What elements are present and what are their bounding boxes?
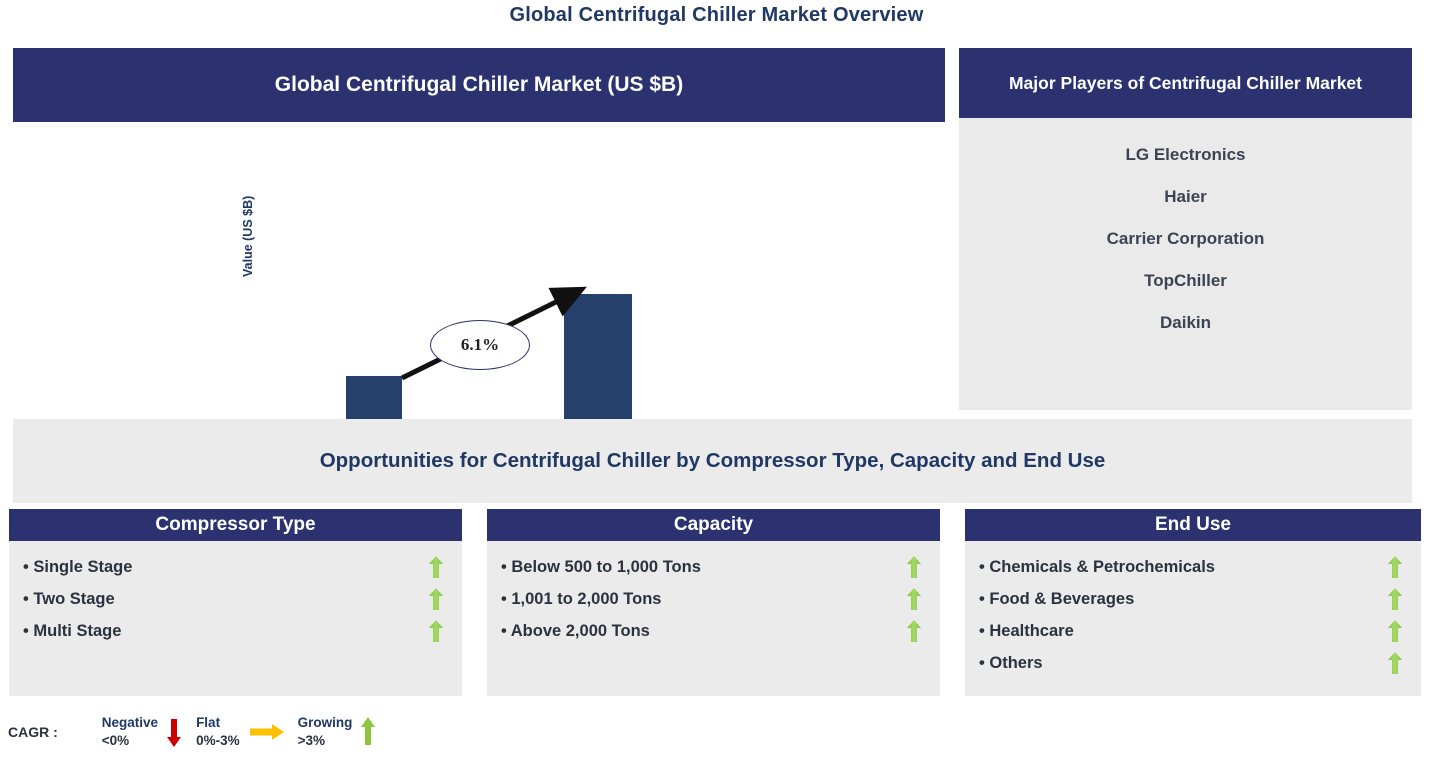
arrow-up-green-icon [1387, 588, 1403, 610]
legend-item-growing: Growing >3% [298, 714, 377, 750]
card-end-use: End Use Chemicals & Petrochemicals Food … [965, 509, 1421, 696]
list-item: Carrier Corporation [1106, 229, 1265, 248]
card-title: Compressor Type [155, 514, 316, 535]
list-item: Haier [1164, 187, 1207, 206]
legend-item-flat: Flat 0%-3% [196, 714, 284, 750]
arrow-up-green-icon [1387, 652, 1403, 674]
arrow-up-green-icon [906, 556, 922, 578]
card-header-compressor-type: Compressor Type [9, 509, 462, 541]
market-chart-panel: Global Centrifugal Chiller Market (US $B… [13, 48, 945, 481]
major-players-header: Major Players of Centrifugal Chiller Mar… [959, 48, 1412, 118]
legend-item-negative-text: Negative <0% [102, 714, 158, 750]
list-item-label: Healthcare [979, 622, 1073, 641]
list-item: Others [965, 647, 1421, 679]
list-item-label: Single Stage [23, 558, 132, 577]
card-title: End Use [1154, 514, 1232, 535]
major-players-panel: Major Players of Centrifugal Chiller Mar… [959, 48, 1412, 410]
list-item-label: 1,001 to 2,000 Tons [501, 590, 661, 609]
market-chart-title: Global Centrifugal Chiller Market (US $B… [274, 73, 684, 96]
legend-item-flat-text: Flat 0%-3% [196, 714, 240, 750]
card-header-capacity: Capacity [487, 509, 940, 541]
y-axis-label: Value (US $B) [241, 195, 255, 277]
legend-item-negative: Negative <0% [102, 714, 182, 750]
list-item-label: Multi Stage [23, 622, 121, 641]
arrow-up-green-icon [1387, 620, 1403, 642]
legend-item-flat-range: 0%-3% [196, 733, 240, 749]
major-players-list: LG Electronics Haier Carrier Corporation… [959, 118, 1412, 344]
arrow-up-green-icon [360, 717, 376, 747]
legend-item-growing-text: Growing >3% [298, 714, 353, 750]
list-item: LG Electronics [1125, 145, 1246, 164]
list-item: Single Stage [9, 551, 462, 583]
opportunities-band: Opportunities for Centrifugal Chiller by… [13, 419, 1412, 503]
cagr-legend-label: CAGR : [8, 724, 58, 741]
list-item: Food & Beverages [965, 583, 1421, 615]
arrow-up-green-icon [906, 620, 922, 642]
list-item: Multi Stage [9, 615, 462, 647]
legend-item-flat-name: Flat [196, 715, 221, 730]
card-list-end-use: Chemicals & Petrochemicals Food & Bevera… [965, 541, 1421, 679]
list-item-label: Food & Beverages [979, 590, 1134, 609]
market-bar-chart: Value (US $B) 2025 2031 6.1% [13, 122, 945, 481]
legend-item-growing-name: Growing [297, 715, 353, 730]
opportunities-title: Opportunities for Centrifugal Chiller by… [319, 449, 1106, 472]
list-item: Above 2,000 Tons [487, 615, 940, 647]
cagr-legend: CAGR : Negative <0% Flat 0%-3% Growing >… [8, 714, 390, 750]
card-compressor-type: Compressor Type Single Stage Two Stage M… [9, 509, 462, 696]
list-item: Two Stage [9, 583, 462, 615]
list-item: Daikin [1159, 313, 1212, 332]
list-item: Healthcare [965, 615, 1421, 647]
card-list-compressor-type: Single Stage Two Stage Multi Stage [9, 541, 462, 647]
list-item-label: Chemicals & Petrochemicals [979, 558, 1215, 577]
market-chart-header: Global Centrifugal Chiller Market (US $B… [13, 48, 945, 122]
card-title: Capacity [673, 514, 754, 535]
arrow-up-green-icon [1387, 556, 1403, 578]
legend-item-growing-range: >3% [297, 733, 325, 749]
list-item: Below 500 to 1,000 Tons [487, 551, 940, 583]
list-item: Chemicals & Petrochemicals [965, 551, 1421, 583]
card-list-capacity: Below 500 to 1,000 Tons 1,001 to 2,000 T… [487, 541, 940, 647]
arrow-up-green-icon [428, 588, 444, 610]
cagr-value: 6.1% [460, 335, 500, 354]
legend-item-negative-range: <0% [101, 733, 130, 749]
list-item-label: Above 2,000 Tons [501, 622, 650, 641]
cagr-callout: 6.1% [430, 320, 530, 370]
list-item-label: Others [979, 654, 1042, 673]
arrow-down-red-icon [166, 717, 182, 748]
card-capacity: Capacity Below 500 to 1,000 Tons 1,001 t… [487, 509, 940, 696]
card-header-end-use: End Use [965, 509, 1421, 541]
list-item: TopChiller [1144, 271, 1227, 290]
arrow-up-green-icon [428, 556, 444, 578]
list-item-label: Below 500 to 1,000 Tons [501, 558, 701, 577]
major-players-title: Major Players of Centrifugal Chiller Mar… [1008, 72, 1362, 93]
arrow-right-yellow-icon [248, 722, 284, 742]
legend-item-negative-name: Negative [101, 715, 159, 730]
page-title: Global Centrifugal Chiller Market Overvi… [509, 4, 924, 26]
arrow-up-green-icon [906, 588, 922, 610]
arrow-up-green-icon [428, 620, 444, 642]
list-item: 1,001 to 2,000 Tons [487, 583, 940, 615]
list-item-label: Two Stage [23, 590, 114, 609]
